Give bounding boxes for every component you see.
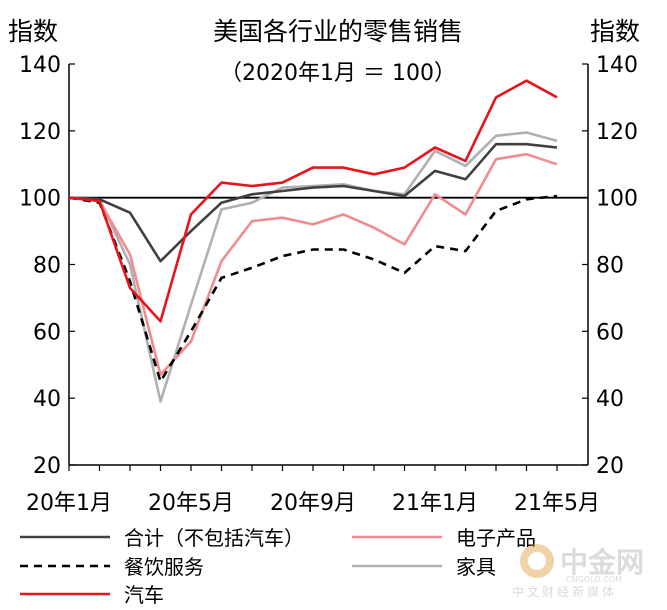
y-tick-label-left: 140: [19, 53, 61, 78]
x-tick-label: 20年1月: [26, 491, 112, 516]
y-tick-label-right: 40: [596, 387, 624, 412]
watermark-coin-inner-icon: [528, 552, 546, 570]
y-tick-label-right: 140: [596, 53, 638, 78]
y-tick-label-left: 20: [33, 454, 61, 479]
x-tick-label: 20年5月: [148, 491, 234, 516]
watermark-logo: 中金网 CNGOLD.COM 中文财经新媒体: [512, 544, 644, 599]
legend-label-2: 电子产品: [456, 526, 536, 550]
series-line-1: [68, 142, 558, 263]
watermark-coin-icon: [520, 544, 554, 578]
series-line-5: [68, 79, 558, 323]
y-tick-label-right: 80: [596, 254, 624, 279]
chart-subtitle: （2020年1月 ＝ 100）: [220, 61, 456, 86]
tick-labels: 20 20 40 40 60 60 80 80 100 100 120 120 140 140 20年1月 2…: [19, 53, 638, 516]
y-tick-label-right: 120: [596, 120, 638, 145]
series-line-3: [68, 194, 558, 383]
axes: [68, 63, 589, 471]
legend-label-4: 家具: [456, 555, 496, 579]
x-tick-label: 20年9月: [270, 491, 356, 516]
series-line-2: [68, 152, 558, 377]
legend-label-5: 汽车: [124, 583, 164, 607]
x-tick-label: 21年5月: [514, 491, 600, 516]
watermark-tagline: 中文财经新媒体: [512, 584, 617, 599]
legend-label-1: 合计（不包括汽车）: [124, 526, 304, 550]
y-axis-label-left: 指数: [8, 17, 58, 46]
y-tick-label-right: 100: [596, 187, 638, 212]
y-axis-label-right: 指数: [590, 17, 640, 46]
watermark-site: CNGOLD.COM: [566, 575, 622, 584]
x-tick-label: 21年1月: [392, 491, 478, 516]
watermark-brand: 中金网: [560, 546, 644, 579]
y-tick-label-left: 100: [19, 187, 61, 212]
y-tick-label-left: 60: [33, 320, 61, 345]
y-tick-label-left: 80: [33, 254, 61, 279]
series-lines: [68, 79, 558, 403]
y-tick-label-right: 20: [596, 454, 624, 479]
y-tick-label-left: 120: [19, 120, 61, 145]
legend-label-3: 餐饮服务: [124, 555, 204, 579]
y-tick-label-left: 40: [33, 387, 61, 412]
y-tick-label-right: 60: [596, 320, 624, 345]
chart-title: 美国各行业的零售销售: [213, 17, 463, 46]
series-line-4: [68, 131, 558, 403]
